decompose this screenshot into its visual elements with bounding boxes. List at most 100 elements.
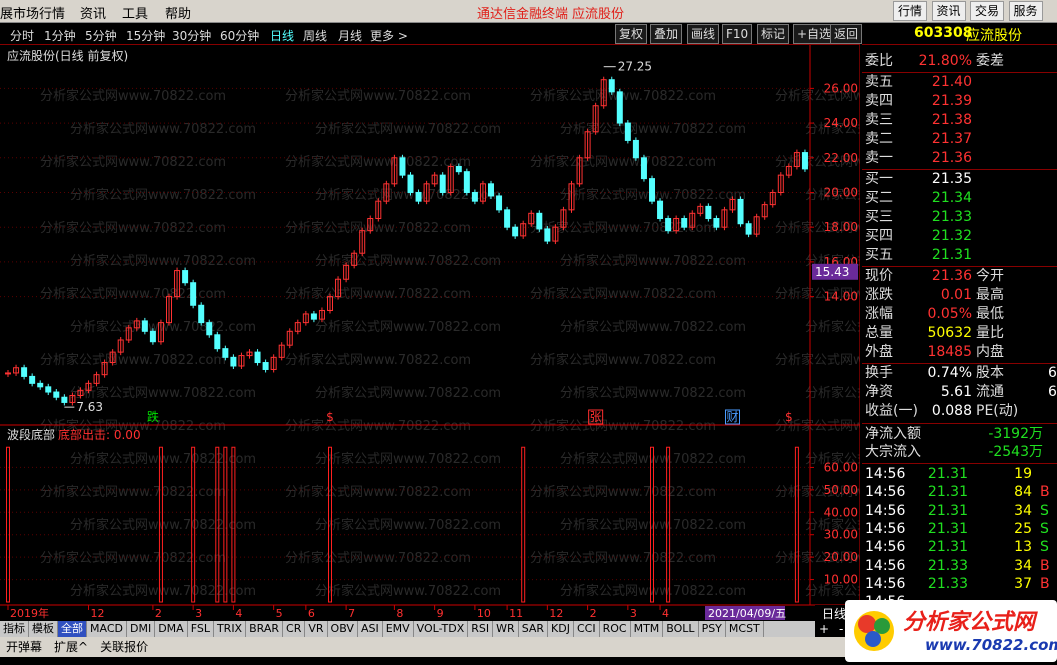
stat-row: 最低 [976,306,1004,322]
period-tab[interactable]: 日线 [270,29,295,43]
menu-item[interactable]: 资讯 [80,7,107,22]
indicator-tab[interactable]: MCST [726,621,764,637]
time-label: 10 [477,607,491,620]
tool-button[interactable]: 返回 [830,24,863,44]
marker-box [588,409,604,425]
watermark: 分析家公式网www.70822.com [805,385,860,401]
y-tick-label: 14.00 [824,290,858,304]
indicator-tab[interactable]: PSY [699,621,726,637]
menu-button[interactable]: 行情 [893,1,928,21]
tool-button[interactable]: 复权 [615,24,648,44]
flow-row: 大宗流入 [865,444,921,460]
event-marker: 财 [726,410,738,424]
tool-button[interactable]: +自选 [793,24,836,44]
indicator-tab[interactable]: DMI [127,621,156,637]
y-tick-label: 22.00 [824,151,858,165]
indicator-tab[interactable]: ROC [600,621,631,637]
watermark: 分析家公式网www.70822.com [40,484,226,500]
indicator-tab[interactable]: SAR [519,621,549,637]
period-tab[interactable]: 月线 [338,29,363,43]
period-tab[interactable]: 更多 > [370,29,408,43]
tool-button[interactable]: 标记 [757,24,790,44]
logo-name: 分析家公式网 [903,610,1036,635]
tool-button[interactable]: 画线 [687,24,720,44]
indicator-tab[interactable]: 模板 [29,621,58,637]
indicator-tab[interactable]: DMA [155,621,188,637]
tick-row: 13 [1014,539,1032,556]
menu-item[interactable]: 展市场行情 [0,7,66,22]
watermark: 分析家公式网www.70822.com [530,418,716,434]
period-tab[interactable]: 30分钟 [172,29,212,43]
menu-button[interactable]: 交易 [970,1,1005,21]
bottom-button[interactable]: 扩展^ [54,640,89,654]
watermark: 分析家公式网www.70822.com [560,385,746,401]
indicator-tab[interactable]: 指标 [0,621,29,637]
stat2-row: 0.74% [927,365,972,381]
separator [862,72,1057,73]
stat-row: 今开 [976,268,1004,284]
indicator-title: 波段底部 [7,427,55,442]
tick-row: 21.33 [927,575,968,592]
indicator-tab[interactable]: MTM [631,621,664,637]
indicator-tab[interactable]: EMV [383,621,414,637]
period-tab[interactable]: 60分钟 [220,29,260,43]
period-tab[interactable]: 5分钟 [85,29,117,43]
indicator-tab[interactable]: BRAR [246,621,284,637]
indicator-tab[interactable]: VOL-TDX [414,621,469,637]
tick-row: 14:56 [865,575,906,592]
indicator-tab[interactable]: VR [305,621,328,637]
indicator-tab[interactable]: 全部 [58,621,87,637]
time-label: 3 [195,607,202,620]
indicator-tab[interactable]: CCI [574,621,600,637]
tool-button[interactable]: F10 [722,24,753,44]
signal-spike [794,446,799,603]
indicator-tab[interactable]: TRIX [214,621,247,637]
menu-item[interactable]: 帮助 [165,7,192,22]
flow-row: 净流入额 [865,426,921,442]
time-label: 9 [437,607,444,620]
period-tab[interactable]: 1分钟 [44,29,76,43]
menu-button[interactable]: 资讯 [931,1,966,21]
chart-area: 分析家公式网www.70822.com 分析家公式网www.70822.com 分析… [0,45,860,621]
time-label: 3 [630,607,637,620]
indicator-tab[interactable]: WR [493,621,519,637]
indicator-tab[interactable]: RSI [468,621,494,637]
zoom-out[interactable]: - [839,622,844,636]
zoom-in[interactable]: + [819,622,830,636]
tool-button[interactable]: 叠加 [650,24,683,44]
watermark: 分析家公式网www.70822.com [40,352,226,368]
tick-row: S [1040,502,1049,519]
stock-code: 603308 [914,25,973,41]
toolbar: 分时 1分钟 5分钟 15分钟 30分钟 60分钟 日线 周线 月线 更多 > 复权 叠加 画线 F10 标… [0,23,863,45]
app-title: 通达信金融终端 [477,7,569,22]
bottom-button[interactable]: 关联报价 [100,640,149,654]
indicator-tab[interactable]: CR [283,621,306,637]
watermark: 分析家公式网www.70822.com [775,484,860,500]
time-label: 2 [590,607,597,620]
indicator-tab[interactable]: FSL [188,621,214,637]
watermark: 分析家公式网www.70822.com [70,517,256,533]
signal-spike [231,446,236,603]
period-tab[interactable]: 分时 [10,29,35,43]
logo-url: www.70822.com [925,636,1057,654]
tick-row: 37 [1014,575,1032,592]
stat-row: 外盘 [865,344,893,360]
period-tab[interactable]: 周线 [303,29,328,43]
indicator-tab[interactable]: ASI [358,621,383,637]
menu-button[interactable]: 服务 [1008,1,1043,21]
watermark: 分析家公式网www.70822.com [560,253,746,269]
event-marker: 张 [590,410,602,424]
signal-spike [650,446,654,603]
bottom-button[interactable]: 开弹幕 [6,640,43,654]
indicator-tab[interactable]: MACD [87,621,127,637]
y-tick-label: 18.00 [824,220,858,234]
watermark: 分析家公式网www.70822.com [40,418,226,434]
watermark: 分析家公式网www.70822.com [285,220,471,236]
date-box [705,606,785,620]
indicator-tab[interactable]: OBV [328,621,358,637]
indicator-tab[interactable]: KDJ [548,621,574,637]
menu-item[interactable]: 工具 [122,7,149,22]
stat-row: 21.36 [931,268,972,284]
indicator-tab[interactable]: BOLL [663,621,699,637]
period-tab[interactable]: 15分钟 [126,29,166,43]
